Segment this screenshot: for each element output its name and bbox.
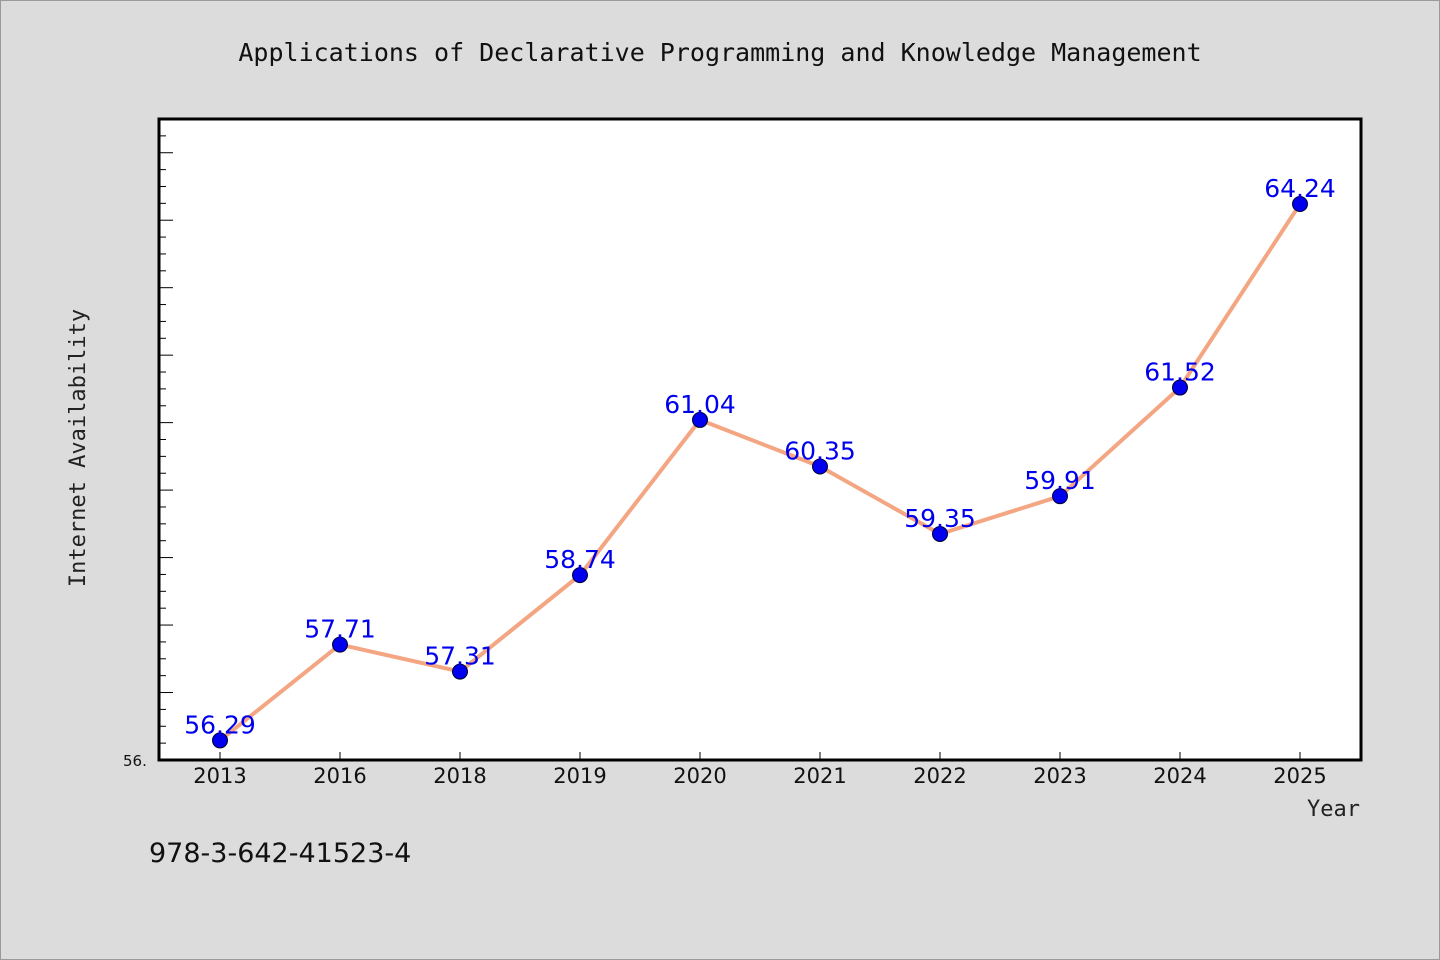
x-tick-label: 2022 <box>913 764 966 788</box>
data-point <box>452 663 468 680</box>
data-label: 56.29 <box>184 710 256 739</box>
data-point <box>812 458 828 475</box>
x-tick-label: 2020 <box>673 764 726 788</box>
x-tick-label: 2013 <box>193 764 246 788</box>
data-point <box>692 411 708 428</box>
x-tick-label: 2025 <box>1273 764 1326 788</box>
data-label: 57.31 <box>424 642 496 671</box>
x-axis-tick-labels: 2013 2016 2018 2019 2020 2021 2022 2023 2024 2025 <box>193 764 1326 788</box>
y-axis-ticks <box>159 135 173 761</box>
data-point <box>212 732 228 749</box>
data-point <box>332 636 348 653</box>
x-tick-label: 2021 <box>793 764 846 788</box>
x-tick-label: 2019 <box>553 764 606 788</box>
chart-title: Applications of Declarative Programming … <box>238 38 1201 67</box>
data-label: 59.91 <box>1024 466 1096 495</box>
y-axis-min-label: 56. <box>123 752 147 770</box>
x-axis-ticks <box>219 752 1301 760</box>
data-label: 59.35 <box>904 504 976 533</box>
x-tick-label: 2023 <box>1033 764 1086 788</box>
x-tick-label: 2018 <box>433 764 486 788</box>
data-label: 64.24 <box>1264 174 1336 203</box>
x-tick-label: 2024 <box>1153 764 1206 788</box>
data-label: 61.04 <box>664 390 736 419</box>
data-point <box>1052 488 1068 505</box>
plot-area <box>157 117 1363 762</box>
x-axis-label: Year <box>1307 797 1360 822</box>
data-point <box>1172 379 1188 396</box>
data-label: 61.52 <box>1144 358 1216 387</box>
y-axis-label: Internet Availability <box>66 309 91 587</box>
data-point <box>932 525 948 542</box>
series-group: 56.29 57.71 57.31 58.74 61.04 60.35 59.35 59.91… <box>184 174 1336 749</box>
x-tick-label: 2016 <box>313 764 366 788</box>
data-label: 58.74 <box>544 545 616 574</box>
series-line <box>218 202 1302 742</box>
data-label: 57.71 <box>304 615 376 644</box>
data-label: 60.35 <box>784 436 856 465</box>
isbn-footer: 978-3-642-41523-4 <box>149 838 411 869</box>
data-point <box>1292 196 1308 213</box>
data-point <box>572 567 588 584</box>
